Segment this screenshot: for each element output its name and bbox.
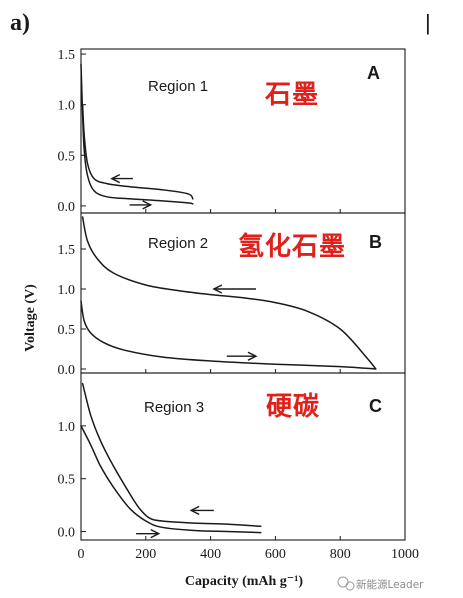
panel-letter: A: [367, 63, 380, 83]
x-tick-label: 0: [78, 547, 85, 562]
panel-letter: C: [369, 396, 382, 416]
figure-label: a): [10, 10, 30, 36]
panel-letter: B: [369, 232, 382, 252]
watermark-text: 新能源Leader: [356, 578, 424, 591]
x-tick-label: 1000: [391, 547, 419, 562]
series-charge: [81, 216, 377, 370]
panel-c: 0.0 0.5 1.0 0 200 400 600 800 1000 Region 3 硬碳 C: [58, 372, 419, 562]
region-label: Region 3: [144, 399, 204, 416]
y-tick-label: 0.5: [58, 149, 76, 164]
x-tick-label: 400: [200, 547, 221, 562]
material-annotation: 氢化石墨: [238, 231, 346, 262]
arrow-head: [189, 505, 200, 516]
corner-mark: |: [425, 10, 431, 35]
y-tick-label: 1.5: [58, 243, 76, 258]
material-annotation: 硬碳: [266, 392, 320, 422]
panel-frame: [80, 372, 406, 541]
y-tick-label: 0.0: [58, 200, 76, 215]
arrow-head: [150, 529, 161, 539]
chart-panels: 0.0 0.5 1.0 1.5 Region 1 石墨 A 0.0 0.5 1.0 1.5 Regio…: [58, 48, 420, 562]
panel-frame: [80, 48, 406, 214]
direction-arrow: [226, 351, 258, 361]
watermark: 新能源Leader: [337, 576, 424, 591]
y-tick-label: 0.5: [58, 323, 76, 338]
series-charge: [81, 382, 262, 528]
arrow-head: [247, 351, 258, 361]
material-annotation: 石墨: [264, 80, 319, 110]
series-discharge: [80, 300, 377, 370]
series-discharge: [80, 425, 262, 534]
y-axis-label: Voltage (V): [23, 284, 38, 352]
y-tick-label: 0.0: [58, 363, 76, 378]
y-tick-label: 1.0: [58, 99, 76, 114]
wechat-icon-bubble: [345, 581, 355, 591]
series-discharge: [80, 63, 194, 205]
direction-arrow: [110, 173, 133, 184]
direction-arrow: [189, 505, 214, 516]
y-tick-label: 1.0: [58, 283, 76, 298]
y-tick-label: 0.0: [58, 526, 76, 541]
panel-a: 0.0 0.5 1.0 1.5 Region 1 石墨 A: [58, 48, 406, 215]
arrow-head: [142, 200, 153, 210]
x-tick-label: 600: [265, 547, 286, 562]
arrow-head: [212, 284, 223, 294]
region-label: Region 2: [148, 235, 208, 252]
panel-b: 0.0 0.5 1.0 1.5 Region 2 氢化石墨 B: [58, 212, 406, 378]
y-tick-label: 0.5: [58, 473, 76, 488]
x-tick-label: 800: [330, 547, 351, 562]
series-charge: [81, 103, 194, 200]
y-tick-label: 1.5: [58, 48, 76, 63]
arrow-head: [110, 173, 121, 184]
region-label: Region 1: [148, 78, 208, 95]
direction-arrow: [212, 284, 256, 294]
x-axis-label: Capacity (mAh g⁻¹): [185, 574, 303, 589]
direction-arrow: [136, 529, 161, 539]
direction-arrow: [129, 200, 153, 210]
x-tick-label: 200: [135, 547, 156, 562]
y-tick-label: 1.0: [58, 420, 76, 435]
